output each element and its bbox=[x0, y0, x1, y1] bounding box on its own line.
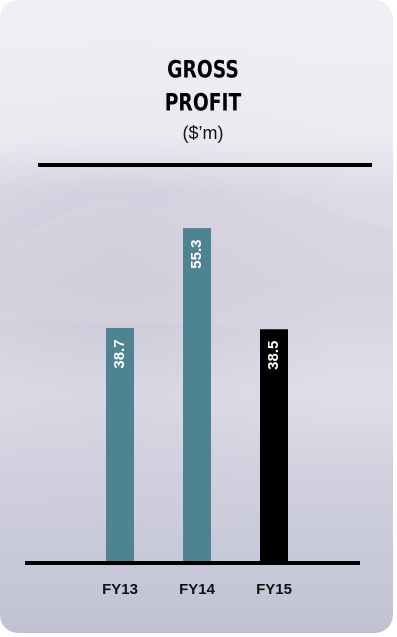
value-label: 38.5 bbox=[265, 341, 282, 370]
x-tick-label: FY14 bbox=[179, 581, 216, 598]
value-label: 55.3 bbox=[188, 239, 205, 268]
x-tick-label: FY13 bbox=[102, 581, 138, 598]
bar bbox=[260, 329, 288, 561]
bar bbox=[183, 228, 211, 561]
x-tick-label: FY15 bbox=[256, 581, 292, 598]
value-label: 38.7 bbox=[111, 339, 128, 368]
chart-subtitle: ($’m) bbox=[183, 123, 224, 143]
bar bbox=[106, 328, 134, 561]
chart-title-line-2: PROFIT bbox=[165, 90, 242, 118]
chart-title-line-1: GROSS bbox=[167, 57, 239, 85]
